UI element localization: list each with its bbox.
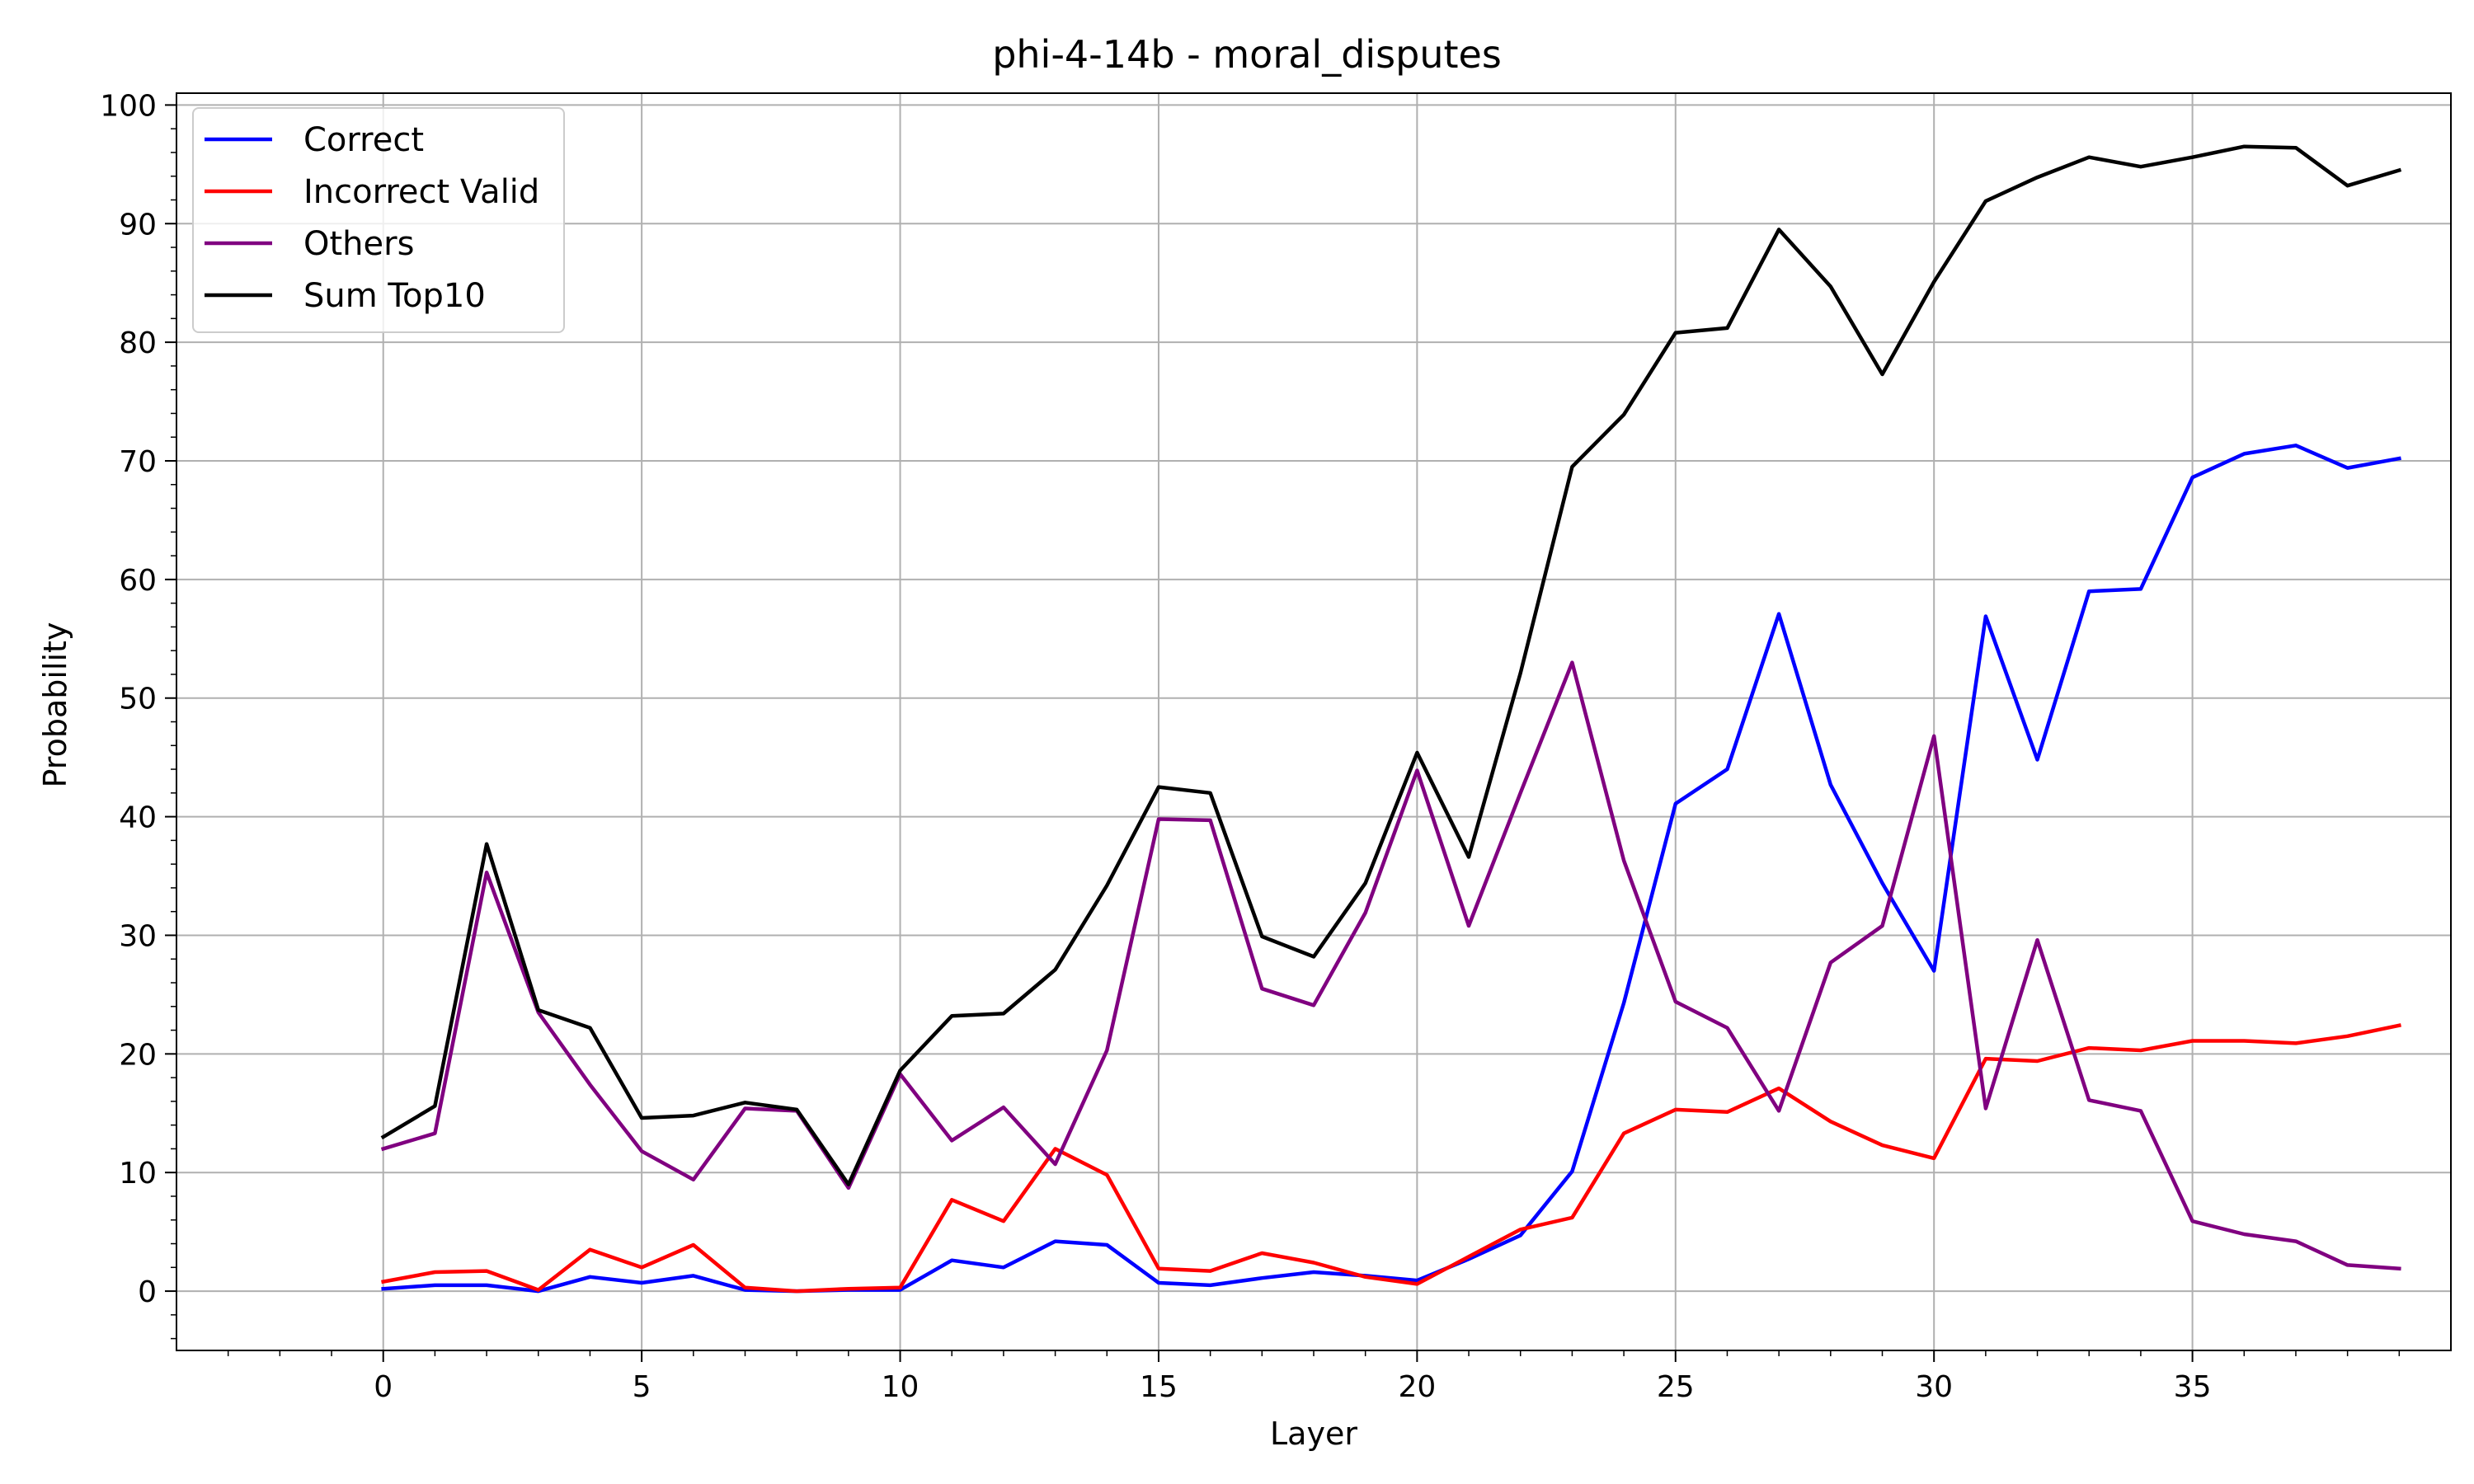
legend: Correct Incorrect Valid Others Sum Top10 xyxy=(192,107,565,333)
x-tick-label: 5 xyxy=(633,1370,651,1404)
y-axis-label: Probability xyxy=(37,622,73,788)
y-tick-label: 80 xyxy=(119,326,157,360)
y-tick-label: 40 xyxy=(119,801,157,835)
legend-label-others: Others xyxy=(303,225,414,263)
x-tick-label: 15 xyxy=(1140,1370,1178,1404)
y-tick-label: 20 xyxy=(119,1038,157,1072)
series-line-correct xyxy=(381,444,2401,1294)
x-tick-label: 30 xyxy=(1915,1370,1953,1404)
x-tick-label: 10 xyxy=(882,1370,920,1404)
legend-label-sum-top10: Sum Top10 xyxy=(303,277,486,315)
minor-ticks xyxy=(171,128,2401,1356)
plot-frame xyxy=(176,92,2452,1351)
y-tick-label: 50 xyxy=(119,683,157,716)
chart-title: phi-4-14b - moral_disputes xyxy=(992,32,1502,77)
y-tick-label: 90 xyxy=(119,208,157,242)
x-axis-label: Layer xyxy=(1270,1416,1357,1452)
tick-labels: 0 5 10 15 20 25 30 35 0 10 20 30 40 50 60 70 80 90 100 xyxy=(100,89,2211,1404)
major-ticks xyxy=(165,104,2194,1362)
y-tick-label: 10 xyxy=(119,1157,157,1190)
legend-box xyxy=(192,107,565,333)
series-lines xyxy=(380,144,2402,1294)
series-line-others xyxy=(380,660,2401,1271)
x-tick-label: 25 xyxy=(1657,1370,1695,1404)
x-tick-label: 0 xyxy=(374,1370,393,1404)
legend-label-correct: Correct xyxy=(303,121,424,159)
series-line-sum-top10 xyxy=(380,144,2402,1186)
legend-label-incorrect-valid: Incorrect Valid xyxy=(303,173,539,211)
series-line-incorrect-valid xyxy=(381,1023,2401,1294)
y-tick-label: 70 xyxy=(119,445,157,479)
x-tick-label: 35 xyxy=(2174,1370,2212,1404)
y-tick-label: 100 xyxy=(100,89,157,123)
y-tick-label: 0 xyxy=(138,1275,157,1309)
y-tick-label: 60 xyxy=(119,564,157,598)
y-tick-label: 30 xyxy=(119,919,157,953)
x-tick-label: 20 xyxy=(1398,1370,1436,1404)
